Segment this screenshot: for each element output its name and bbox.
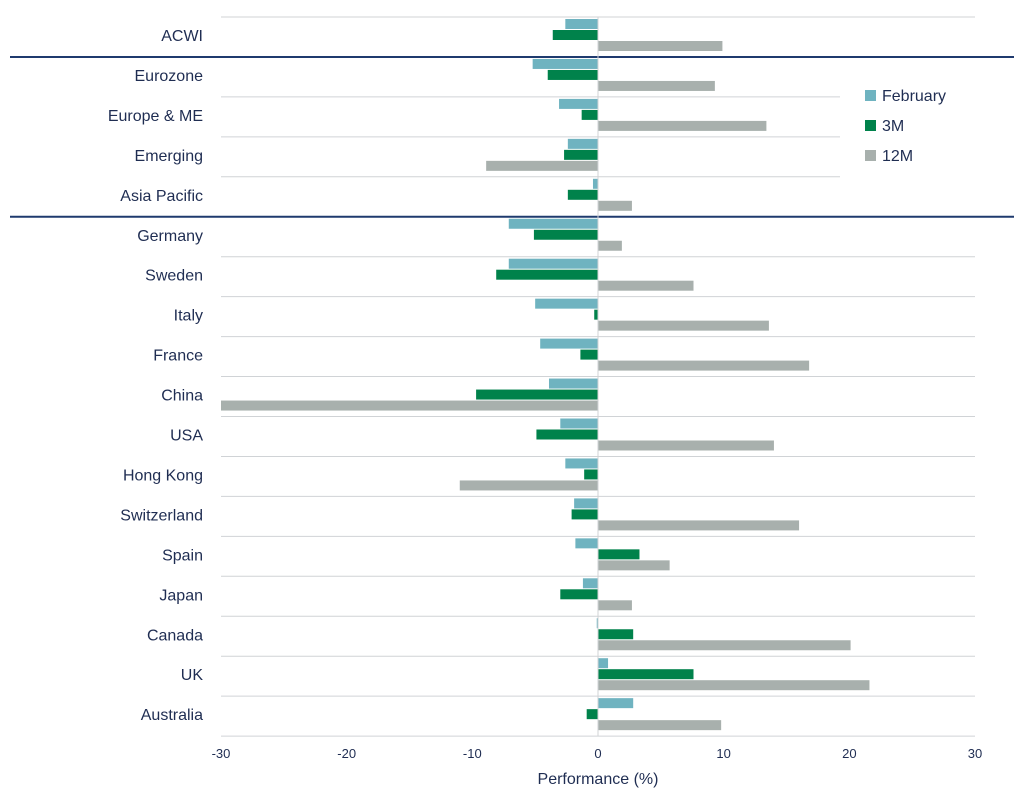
- category-label: Spain: [162, 547, 203, 564]
- x-tick-label: -10: [463, 746, 482, 761]
- bar-february-switzerland: [574, 498, 598, 509]
- bar-february-usa: [560, 418, 598, 429]
- category-labels: ACWI Eurozone Europe & ME Emerging Asia Paci…: [108, 28, 203, 724]
- bar-3m-italy: [594, 309, 598, 320]
- category-label: Hong Kong: [123, 467, 203, 484]
- bar-february-emerging: [567, 138, 598, 149]
- bar-3m-australia: [586, 709, 598, 720]
- bar-february-germany: [508, 218, 598, 229]
- x-tick-labels: -30 -20 -10 0 10 20 30: [212, 746, 983, 761]
- category-label: USA: [170, 428, 203, 445]
- bar-3m-europe-me: [581, 109, 598, 120]
- x-tick-label: 30: [968, 746, 982, 761]
- bar-february-europe-me: [559, 98, 598, 109]
- bar-3m-spain: [598, 549, 640, 560]
- legend-label-3m: 3M: [882, 118, 904, 135]
- bar-february-italy: [535, 298, 598, 309]
- bar-12m-emerging: [486, 160, 598, 171]
- bar-3m-usa: [536, 429, 598, 440]
- bar-12m-canada: [598, 640, 851, 651]
- bar-3m-china: [476, 389, 598, 400]
- bar-12m-acwi: [598, 41, 723, 51]
- bar-3m-uk: [598, 669, 694, 680]
- bar-12m-italy: [598, 320, 769, 331]
- legend-swatch-february: [865, 90, 876, 101]
- category-label: Eurozone: [135, 68, 204, 85]
- legend-swatch-3m: [865, 120, 876, 131]
- bar-february-australia: [598, 698, 634, 709]
- bar-february-china: [548, 378, 598, 389]
- category-label: Asia Pacific: [120, 188, 203, 205]
- legend-swatch-12m: [865, 150, 876, 161]
- bar-february-spain: [575, 538, 598, 549]
- bar-3m-france: [580, 349, 598, 360]
- x-tick-label: -30: [212, 746, 231, 761]
- bar-february-france: [540, 338, 598, 349]
- x-tick-label: -20: [337, 746, 356, 761]
- bar-3m-acwi: [552, 30, 598, 40]
- x-tick-label: 20: [842, 746, 856, 761]
- bar-3m-emerging: [564, 149, 598, 160]
- legend-label-12m: 12M: [882, 148, 913, 165]
- category-label: Europe & ME: [108, 108, 203, 125]
- category-label: UK: [181, 667, 204, 684]
- bar-february-sweden: [508, 258, 598, 269]
- category-label: Japan: [159, 587, 203, 604]
- bar-12m-spain: [598, 560, 670, 571]
- category-label: France: [153, 348, 203, 365]
- bar-february-hong-kong: [565, 458, 598, 469]
- bar-3m-switzerland: [571, 509, 598, 520]
- bar-12m-china: [221, 400, 598, 411]
- bar-february-acwi: [565, 19, 598, 29]
- category-label: Sweden: [145, 268, 203, 285]
- x-axis-title: Performance (%): [538, 771, 659, 788]
- bar-3m-japan: [560, 589, 598, 600]
- bar-february-asia-pacific: [592, 178, 598, 189]
- bars: [221, 19, 870, 731]
- category-label: Switzerland: [120, 507, 203, 524]
- legend-background: [840, 78, 975, 178]
- bar-february-eurozone: [532, 58, 598, 69]
- category-label: Australia: [141, 707, 203, 724]
- bar-3m-canada: [598, 629, 634, 640]
- category-label: Germany: [137, 228, 203, 245]
- category-label: Canada: [147, 627, 203, 644]
- bar-12m-europe-me: [598, 120, 767, 131]
- x-tick-label: 0: [594, 746, 601, 761]
- bar-3m-sweden: [496, 269, 598, 280]
- bar-12m-uk: [598, 680, 870, 691]
- legend: February 3M 12M: [840, 78, 975, 178]
- category-label: Italy: [174, 308, 203, 325]
- bar-12m-australia: [598, 720, 722, 731]
- legend-label-february: February: [882, 88, 946, 105]
- category-label: ACWI: [161, 28, 203, 45]
- x-tick-label: 10: [716, 746, 730, 761]
- bar-3m-asia-pacific: [567, 189, 598, 200]
- bar-12m-asia-pacific: [598, 200, 632, 211]
- bar-12m-hong-kong: [459, 480, 598, 491]
- bar-12m-sweden: [598, 280, 694, 291]
- category-label: China: [161, 388, 203, 405]
- bar-12m-switzerland: [598, 520, 800, 531]
- bar-3m-germany: [533, 229, 598, 240]
- bar-3m-hong-kong: [584, 469, 598, 480]
- bar-february-uk: [598, 658, 609, 669]
- bar-12m-france: [598, 360, 810, 371]
- bar-12m-germany: [598, 240, 622, 251]
- category-label: Emerging: [135, 148, 203, 165]
- bar-12m-eurozone: [598, 80, 715, 91]
- bar-12m-japan: [598, 600, 632, 611]
- bar-february-canada: [596, 618, 598, 629]
- bar-3m-eurozone: [547, 69, 598, 80]
- bar-12m-usa: [598, 440, 774, 451]
- bar-february-japan: [582, 578, 598, 589]
- group-separators: [10, 55, 1014, 218]
